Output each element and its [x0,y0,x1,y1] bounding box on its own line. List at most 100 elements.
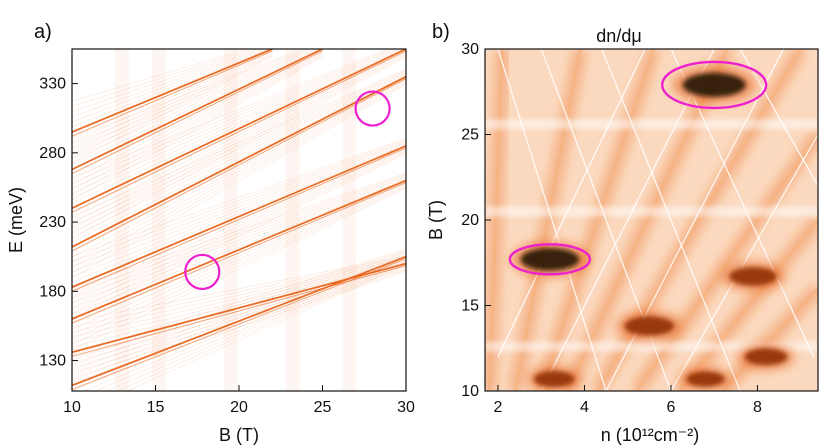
band-line [72,262,406,354]
band-fan-line [72,252,406,371]
band-fan-line [72,56,273,164]
band-fan-line [72,73,406,237]
texture-streak [223,49,238,391]
band-fan-line [72,68,406,217]
panel-a-x-tick-label: 10 [63,399,81,416]
band-fan-line [72,149,406,303]
band-fan-line [72,49,321,165]
band-fan-line [72,55,273,158]
band-line [72,145,406,288]
panel-a-x-axis-label: B (T) [219,425,259,445]
band-fan-line [72,138,406,257]
band-fan-line [72,49,263,117]
band-fan-line [72,81,406,268]
heatmap-hot-spot [533,371,575,388]
band-line [72,179,406,320]
panel-a-circles [184,90,391,291]
band-fan-line [72,267,406,368]
panel-a: a) 10 15 20 25 30 130 180 230 280 330 B (T) E (m… [6,21,415,445]
band-fan-line [82,259,406,391]
band-fan-line [72,141,406,273]
band-fan-line [72,56,323,201]
band-fan-line [72,52,323,186]
band-fan-line [72,255,406,381]
band-fan-line [72,70,406,222]
band-fan-line [72,84,406,278]
panel-b-label: b) [432,21,450,43]
band-fan-line [72,49,248,102]
band-fan-line [72,51,273,143]
panel-b-y-tick-label: 25 [461,127,479,144]
panel-a-x-ticks: 10 15 20 25 30 [63,385,415,416]
heatmap-streak-core [721,287,818,391]
band-fan-line [72,139,406,262]
band-fan-line [72,49,304,139]
band-line [72,49,273,133]
heatmap-pale-band [485,206,818,217]
band-fan-line [72,53,323,191]
heatmap-hot-spot [520,248,580,271]
band-fan-line [72,186,406,345]
band-fan-line [72,55,406,235]
band-fan-line [72,269,406,379]
band-line-secondary [72,147,406,292]
band-line-secondary [72,50,406,213]
panel-b-x-tick-label: 8 [753,399,762,416]
band-fan-line [72,250,406,361]
heatmap-hot-spot [744,348,788,366]
band-fan-line [72,184,406,335]
heatmap-fan-line [497,49,646,358]
band-fan-line [72,49,267,123]
texture-streak [285,49,300,391]
panel-b-y-axis-label: B (T) [426,200,446,240]
band-fan-line [72,153,406,319]
panel-b-y-ticks: 10 15 20 25 30 [461,41,491,400]
band-fan-line [72,49,308,145]
band-fan-line [72,260,406,343]
heatmap-fan-line [601,49,741,391]
band-line-secondary [72,50,323,174]
band-fan-line [72,80,406,263]
band-fan-line [72,259,406,338]
panel-b-x-tick-label: 6 [667,399,676,416]
panel-b-x-tick-label: 2 [494,399,503,416]
band-fan-line [72,253,406,376]
band-line-secondary [72,182,406,324]
panel-a-bands [72,49,406,391]
band-fan-line [72,144,406,283]
panel-a-x-tick-label: 15 [147,399,165,416]
band-fan-line [72,152,406,313]
band-fan-line [72,55,323,196]
panel-a-x-tick-label: 30 [397,399,415,416]
heatmap-pale-band [485,341,818,352]
band-fan-line [72,49,315,155]
panel-b: b) dn/dμ 2 4 6 8 10 15 20 25 30 n (10¹²cm⁻²) B … [426,21,819,445]
band-fan-line [72,56,406,240]
band-fan-line [72,176,406,304]
band-fan-line [72,49,395,188]
band-fan-line [72,268,406,373]
band-fan-line [72,177,406,309]
highlight-ellipse [661,60,768,110]
panel-a-y-tick-label: 280 [39,145,66,162]
band-line [72,49,406,210]
band-fan-line [72,53,273,153]
band-fan-line [72,49,404,204]
band-fan-line [72,49,254,107]
heatmap-hot-spot [624,316,675,336]
band-fan-line [72,262,406,348]
band-fan-line [72,49,270,128]
band-line-secondary [72,78,406,252]
band-fan-line [72,172,406,289]
highlight-circle [184,253,221,291]
band-fan-line [72,173,406,294]
band-line-secondary [72,265,406,357]
band-fan-line [105,261,406,391]
band-fan-line [72,187,406,350]
panel-a-y-tick-label: 330 [39,76,66,93]
band-fan-line [72,148,406,298]
texture-streak [151,49,166,391]
heatmap-fan-line [497,49,607,391]
panel-a-label: a) [34,21,52,43]
